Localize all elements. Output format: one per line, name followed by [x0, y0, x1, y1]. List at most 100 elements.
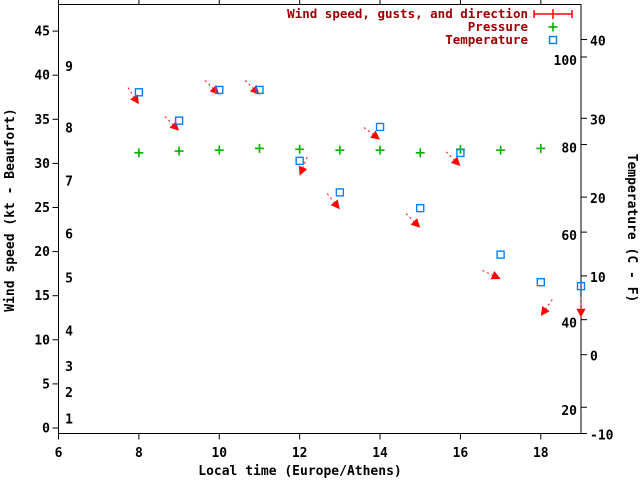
wind-point: [244, 80, 260, 95]
temperature-point: [496, 250, 505, 259]
plot-border: [58, 4, 582, 434]
pressure-point: [295, 144, 305, 154]
wind-point: [298, 157, 308, 176]
wind-point: [482, 270, 501, 280]
celsius-tick-label: 30: [590, 113, 606, 128]
left-axis-title: Wind speed (kt - Beaufort): [3, 108, 18, 312]
beaufort-label: 5: [65, 272, 73, 287]
kt-tick-label: 10: [34, 333, 50, 348]
wind-gust-tail: [363, 127, 374, 135]
kt-tick-label: 35: [34, 113, 50, 128]
wind-gust-tail: [244, 80, 254, 89]
wind-direction-arrowhead: [130, 94, 139, 105]
x-axis-title: Local time (Europe/Athens): [198, 464, 402, 479]
pressure-point: [134, 148, 144, 158]
beaufort-label: 7: [65, 175, 73, 190]
wind-direction-arrowhead: [249, 85, 260, 95]
legend: Wind speed, gusts, and directionPressure…: [287, 6, 573, 47]
beaufort-label: 1: [65, 413, 73, 428]
celsius-tick-label: -10: [590, 429, 614, 444]
wind-gust-tail: [545, 299, 553, 309]
legend-square-symbol: [548, 35, 558, 45]
legend-errorbar-symbol: [533, 9, 573, 19]
wind-direction-arrowhead: [576, 308, 586, 318]
wind-point: [363, 127, 381, 140]
right-axis-title: Temperature (C - F): [624, 154, 639, 303]
wind-gust-tail: [127, 87, 135, 98]
wind-gust-tail: [326, 193, 335, 203]
wind-direction-arrowhead: [450, 156, 461, 167]
wind-gust-tail: [164, 116, 174, 125]
celsius-tick-label: 10: [590, 271, 606, 286]
wind-direction-arrowhead: [370, 130, 381, 140]
kt-tick-label: 30: [34, 157, 50, 172]
wind-point: [204, 80, 220, 95]
wind-direction-arrowhead: [410, 218, 421, 228]
wind-point: [445, 151, 461, 167]
wind-gust-tail: [445, 151, 455, 161]
pressure-point: [254, 143, 264, 153]
beaufort-label: 2: [65, 386, 73, 401]
wind-direction-arrowhead: [330, 199, 340, 210]
temperature-point: [375, 122, 385, 132]
x-tick-label: 8: [135, 446, 143, 461]
temperature-point: [536, 278, 546, 287]
wind-point: [576, 297, 586, 318]
temperature-point: [576, 281, 586, 291]
kt-tick-label: 25: [34, 201, 50, 216]
temperature-point: [255, 85, 264, 95]
temperature-point: [416, 203, 425, 213]
pressure-series: [134, 143, 546, 158]
beaufort-label: 4: [65, 324, 73, 339]
pressure-point: [536, 143, 546, 153]
kt-tick-label: 15: [34, 289, 50, 304]
temperature-point: [295, 156, 304, 166]
wind-gust-tail: [204, 80, 214, 89]
wind-direction-arrowhead: [298, 165, 308, 176]
x-tick-label: 14: [372, 446, 388, 461]
wind-point: [326, 193, 340, 210]
legend-label-temperature: Temperature: [445, 32, 528, 47]
x-tick-label: 18: [533, 446, 549, 461]
kt-tick-label: 5: [42, 377, 50, 392]
kt-tick-label: 0: [42, 422, 50, 437]
beaufort-label: 8: [65, 122, 73, 137]
fahrenheit-label: 20: [561, 404, 577, 419]
wind-direction-arrowhead: [209, 85, 220, 95]
beaufort-label: 9: [65, 60, 73, 75]
fahrenheit-label: 80: [561, 142, 577, 157]
legend-label-wind: Wind speed, gusts, and direction: [287, 6, 528, 21]
kt-tick-label: 20: [34, 245, 50, 260]
wind-series: [127, 80, 586, 318]
fahrenheit-label: 100: [554, 54, 578, 69]
wind-direction-arrowhead: [490, 271, 501, 280]
pressure-point: [335, 145, 345, 155]
temperature-point: [456, 148, 465, 158]
pressure-point: [174, 146, 184, 156]
wind-point: [127, 87, 139, 105]
kt-tick-label: 40: [34, 69, 50, 84]
celsius-tick-label: 40: [590, 35, 606, 50]
legend-label-pressure: Pressure: [468, 19, 529, 34]
wind-point: [540, 299, 553, 316]
wind-gust-tail: [302, 157, 308, 168]
temperature-point: [134, 88, 144, 97]
temperature-point: [215, 85, 224, 95]
wind-gust-tail: [405, 213, 415, 222]
temperature-series: [134, 85, 586, 291]
beaufort-label: 3: [65, 360, 73, 375]
pressure-point: [375, 145, 385, 155]
x-tick-label: 16: [453, 446, 469, 461]
x-tick-label: 12: [292, 446, 308, 461]
wind-gust-tail: [482, 270, 493, 276]
temperature-point: [174, 116, 184, 125]
pressure-point: [415, 148, 425, 158]
celsius-tick-label: 20: [590, 192, 606, 207]
temperature-point: [335, 188, 345, 197]
pressure-point: [214, 145, 224, 155]
